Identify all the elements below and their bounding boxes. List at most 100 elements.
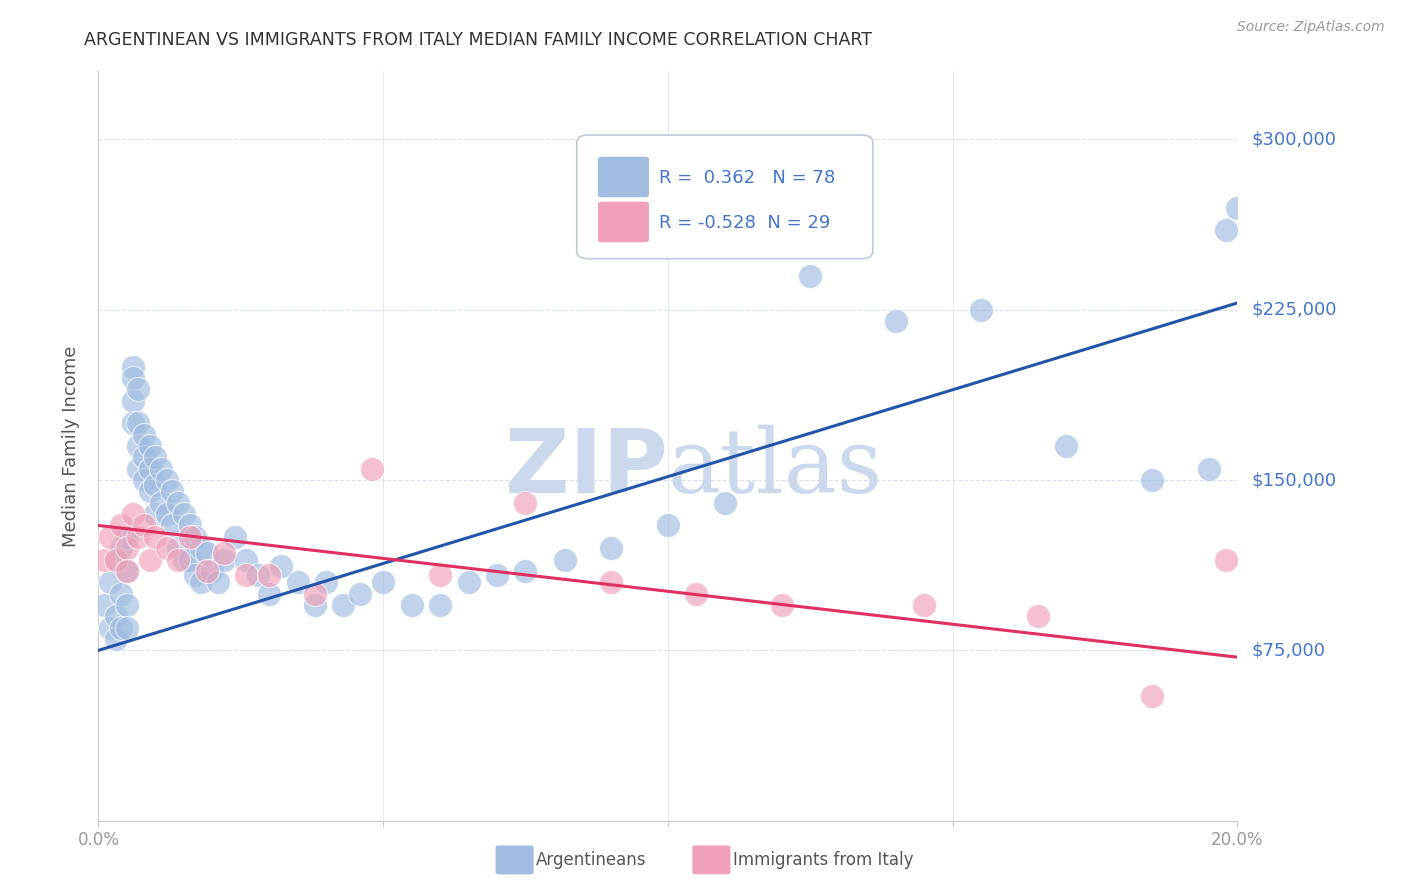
Point (98, 575, 121, 590)
Point (259, 586, 281, 600)
Point (195, 546, 218, 560)
Point (770, 598, 793, 612)
Text: $300,000: $300,000 (1251, 130, 1337, 148)
FancyBboxPatch shape (598, 201, 650, 243)
Point (162, 518, 184, 533)
Point (457, 575, 479, 590)
Point (132, 518, 155, 533)
Point (259, 568, 281, 582)
Point (127, 530, 149, 544)
Y-axis label: Median Family Income: Median Family Income (62, 345, 80, 547)
Point (1215, 552, 1237, 566)
Point (304, 598, 326, 612)
Point (1215, 223, 1237, 237)
Point (104, 552, 127, 566)
Point (287, 575, 309, 590)
Point (138, 439, 160, 453)
Point (110, 586, 132, 600)
Point (246, 568, 269, 582)
Point (127, 439, 149, 453)
Point (150, 461, 173, 475)
Point (156, 541, 179, 556)
Point (373, 575, 395, 590)
Point (121, 371, 143, 385)
Point (970, 302, 993, 317)
Point (224, 530, 246, 544)
Point (145, 507, 167, 521)
Point (1140, 689, 1163, 703)
Text: Source: ZipAtlas.com: Source: ZipAtlas.com (1237, 20, 1385, 34)
Text: Immigrants from Italy: Immigrants from Italy (733, 851, 912, 869)
Point (184, 530, 207, 544)
Point (912, 598, 935, 612)
Point (554, 552, 576, 566)
Point (93, 552, 115, 566)
Point (121, 393, 143, 408)
Point (93, 598, 115, 612)
Point (429, 568, 451, 582)
Point (145, 450, 167, 465)
Point (121, 359, 143, 374)
Point (104, 632, 127, 646)
Point (179, 552, 201, 566)
Point (332, 598, 354, 612)
Point (132, 450, 155, 465)
Point (212, 546, 235, 560)
Point (167, 552, 190, 566)
Point (115, 530, 138, 544)
Point (1198, 461, 1220, 475)
Text: ZIP: ZIP (505, 425, 668, 512)
Text: R =  0.362   N = 78: R = 0.362 N = 78 (659, 169, 835, 186)
Point (121, 417, 143, 431)
Text: R = -0.528  N = 29: R = -0.528 N = 29 (659, 214, 830, 232)
FancyBboxPatch shape (598, 156, 650, 198)
Point (110, 621, 132, 635)
Point (138, 461, 160, 475)
Point (167, 496, 190, 510)
Point (304, 586, 326, 600)
Point (600, 541, 623, 556)
Point (98, 530, 121, 544)
Point (486, 568, 509, 582)
Point (515, 564, 537, 578)
Point (401, 598, 423, 612)
Point (190, 541, 212, 556)
Point (115, 541, 138, 556)
Point (156, 507, 179, 521)
Point (515, 496, 537, 510)
Point (104, 609, 127, 624)
Point (115, 564, 138, 578)
Point (1056, 439, 1078, 453)
Point (162, 484, 184, 499)
Text: Argentineans: Argentineans (536, 851, 647, 869)
Point (799, 268, 821, 283)
Point (173, 507, 195, 521)
Point (104, 552, 127, 566)
Point (195, 564, 218, 578)
Point (132, 473, 155, 487)
Point (207, 575, 229, 590)
Point (156, 473, 179, 487)
Point (115, 564, 138, 578)
Point (657, 518, 679, 533)
Point (184, 568, 207, 582)
Point (235, 568, 257, 582)
Text: ARGENTINEAN VS IMMIGRANTS FROM ITALY MEDIAN FAMILY INCOME CORRELATION CHART: ARGENTINEAN VS IMMIGRANTS FROM ITALY MED… (84, 31, 872, 49)
Point (98, 621, 121, 635)
Point (145, 477, 167, 491)
Point (138, 552, 160, 566)
Point (145, 530, 167, 544)
Point (110, 541, 132, 556)
Point (1140, 473, 1163, 487)
Point (121, 507, 143, 521)
Point (315, 575, 337, 590)
Text: $75,000: $75,000 (1251, 641, 1326, 659)
Point (201, 564, 224, 578)
Point (179, 530, 201, 544)
Point (127, 461, 149, 475)
Text: atlas: atlas (668, 425, 883, 512)
Point (190, 575, 212, 590)
Text: $225,000: $225,000 (1251, 301, 1337, 318)
Point (360, 461, 382, 475)
Point (173, 552, 195, 566)
